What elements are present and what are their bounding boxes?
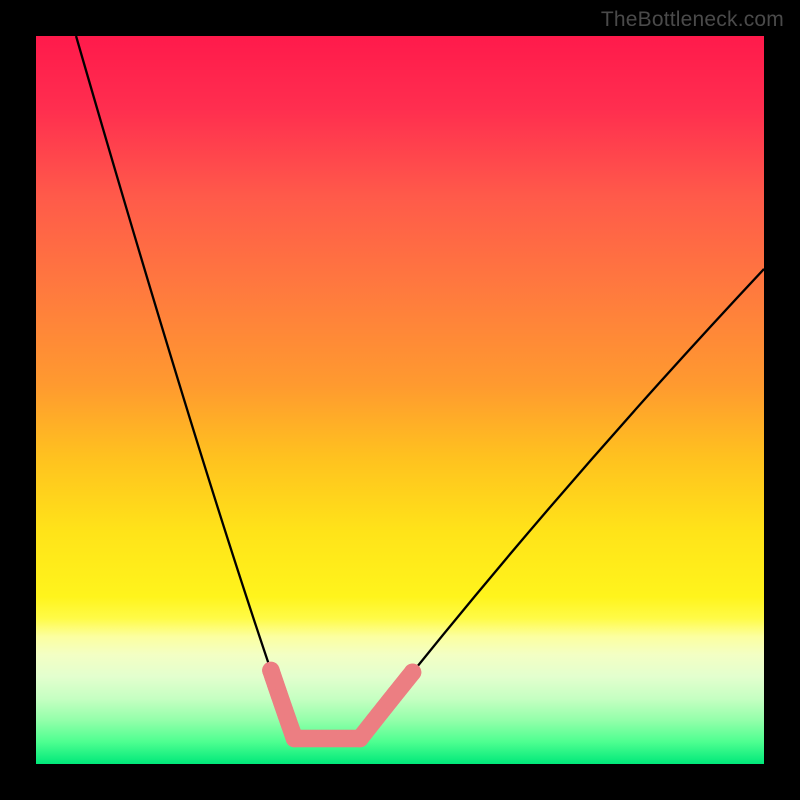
watermark-text: TheBottleneck.com [601,8,784,32]
bottleneck-curve [36,36,764,764]
highlight-band [262,662,421,748]
stage: TheBottleneck.com [0,0,800,800]
curve-main-path [76,36,764,739]
plot-area [36,36,764,764]
highlight-dot [404,664,421,681]
highlight-dot [262,662,279,679]
